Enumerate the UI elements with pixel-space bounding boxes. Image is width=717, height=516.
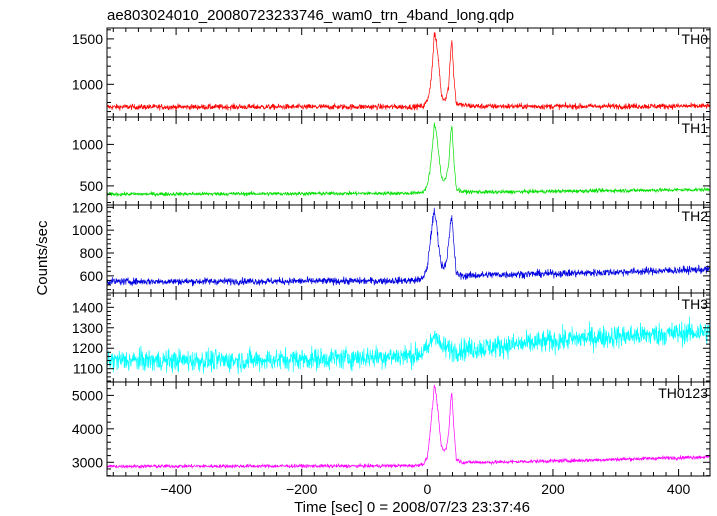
panel-th3: 1100 1200 1300 1400 TH3 (72, 292, 711, 383)
y-tick-label: 5000 (72, 387, 103, 403)
x-tick-label: 400 (667, 481, 691, 497)
y-tick-label: 1400 (72, 299, 103, 315)
y-axis-label: Counts/sec (34, 220, 51, 296)
series-th1-line (107, 122, 710, 197)
panel-frame (106, 381, 711, 477)
panel-label-th1: TH1 (682, 120, 709, 136)
y-tick-label: 1100 (73, 361, 103, 377)
x-axis: −400 −200 0 200 400 (160, 481, 690, 497)
y-tick-label: 500 (80, 178, 104, 194)
y-tick-label: 1200 (72, 340, 103, 356)
panel-label-th0: TH0 (682, 31, 709, 47)
series-th2-line (107, 207, 710, 287)
series-th0123-line (107, 384, 710, 470)
panel-label-th3: TH3 (682, 296, 709, 312)
y-tick-label: 600 (80, 268, 104, 284)
y-tick-label: 1500 (72, 31, 103, 47)
y-tick-label: 1300 (72, 320, 103, 336)
series-th0-line (107, 32, 710, 111)
panel-th0123: 3000 4000 5000 TH0123 (72, 381, 711, 477)
y-tick-label: 4000 (72, 421, 103, 437)
x-tick-label: −400 (160, 481, 192, 497)
y-tick-label: 1200 (72, 199, 103, 215)
panels-group: 1000 1500 TH0 500 1000 TH1 600 800 1000 1200 TH2 11… (72, 27, 711, 477)
panel-th0: 1000 1500 TH0 (72, 27, 711, 118)
x-axis-label: Time [sec] 0 = 2008/07/23 23:37:46 (294, 499, 530, 516)
x-tick-label: −200 (286, 481, 318, 497)
panel-th2: 600 800 1000 1200 TH2 (72, 199, 711, 294)
x-tick-label: 200 (541, 481, 565, 497)
panel-label-th2: TH2 (682, 208, 709, 224)
x-tick-label: 0 (423, 481, 431, 497)
y-tick-label: 1000 (72, 76, 103, 92)
y-tick-label: 3000 (72, 454, 103, 470)
panel-th1: 500 1000 TH1 (72, 116, 711, 206)
series-th3-line (107, 316, 710, 375)
y-tick-label: 1000 (72, 136, 103, 152)
panel-label-th0123: TH0123 (658, 385, 708, 401)
y-tick-label: 1000 (72, 222, 103, 238)
chart-title: ae803024010_20080723233746_wam0_trn_4ban… (107, 7, 514, 24)
y-tick-label: 800 (80, 245, 104, 261)
